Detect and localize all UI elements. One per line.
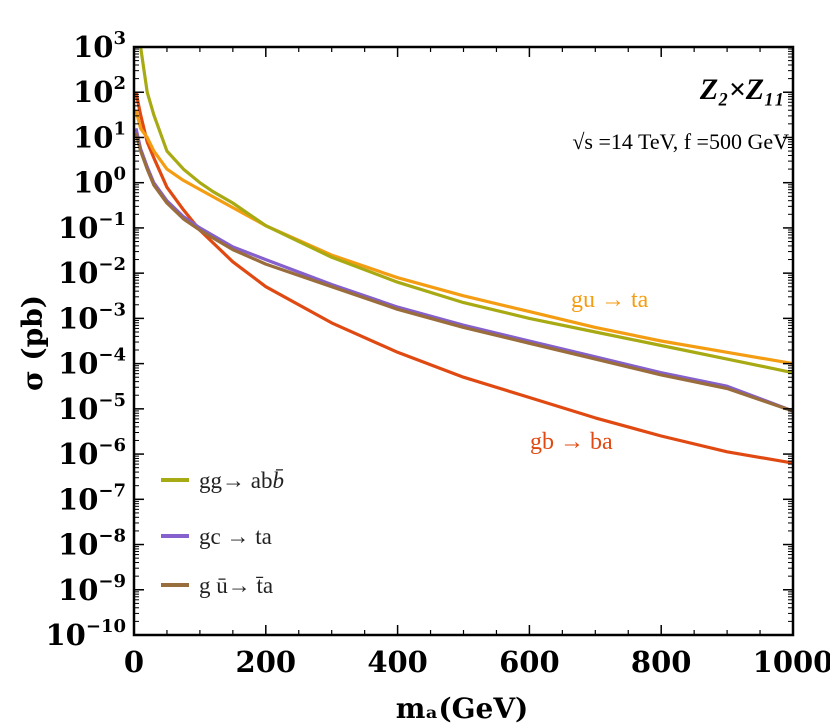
series-line [139, 47, 793, 375]
y-tick-label: 10−6 [58, 435, 126, 471]
y-tick-label: 102 [73, 73, 126, 109]
annotation-gb-ba: gb → ba [530, 429, 613, 455]
y-tick-label: 10−5 [58, 390, 126, 426]
y-tick-label: 10−8 [58, 526, 126, 562]
y-tick-label: 10−10 [46, 616, 127, 652]
x-tick-label: 1000 [753, 645, 830, 679]
x-tick-label: 400 [367, 645, 428, 679]
annotation-gu-ta: gu → ta [571, 287, 649, 313]
y-tick-label: 10−9 [58, 571, 126, 607]
x-tick-label: 200 [236, 645, 297, 679]
legend-label: gc → ta [199, 524, 272, 549]
y-tick-label: 10−3 [58, 299, 126, 335]
series-group [134, 47, 793, 465]
chart-subtitle: √s =14 TeV, f =500 GeV [572, 129, 789, 154]
y-tick-label: 10−7 [58, 480, 126, 516]
legend-label: g ū→ t̄a [199, 573, 273, 598]
y-tick-label: 101 [73, 118, 126, 154]
x-tick-label: 600 [499, 645, 560, 679]
y-axis-title: σ (pb) [16, 295, 49, 391]
y-tick-label: 103 [73, 28, 126, 64]
chart-title: Z₂×Z₁₁ [699, 73, 785, 106]
legend-label: gg→ abb̄ [199, 468, 284, 493]
series-line [134, 132, 793, 413]
series-line [134, 128, 793, 413]
y-tick-label: 10−4 [58, 345, 126, 381]
legend: gg→ abb̄ gc → ta g ū→ t̄a [161, 468, 284, 598]
series-line [134, 91, 793, 465]
tick-label-group: 0 200 400 600 800 1000 103 102 101 100 10−1 10−2 10−… [46, 28, 830, 679]
y-tick-label: 10−1 [58, 209, 126, 245]
x-tick-label: 800 [631, 645, 692, 679]
y-tick-label: 10−2 [58, 254, 126, 290]
tick-group [133, 46, 794, 636]
x-axis-title: mₐ(GeV) [396, 692, 529, 725]
y-tick-label: 100 [73, 164, 126, 200]
x-tick-label: 0 [124, 645, 144, 679]
